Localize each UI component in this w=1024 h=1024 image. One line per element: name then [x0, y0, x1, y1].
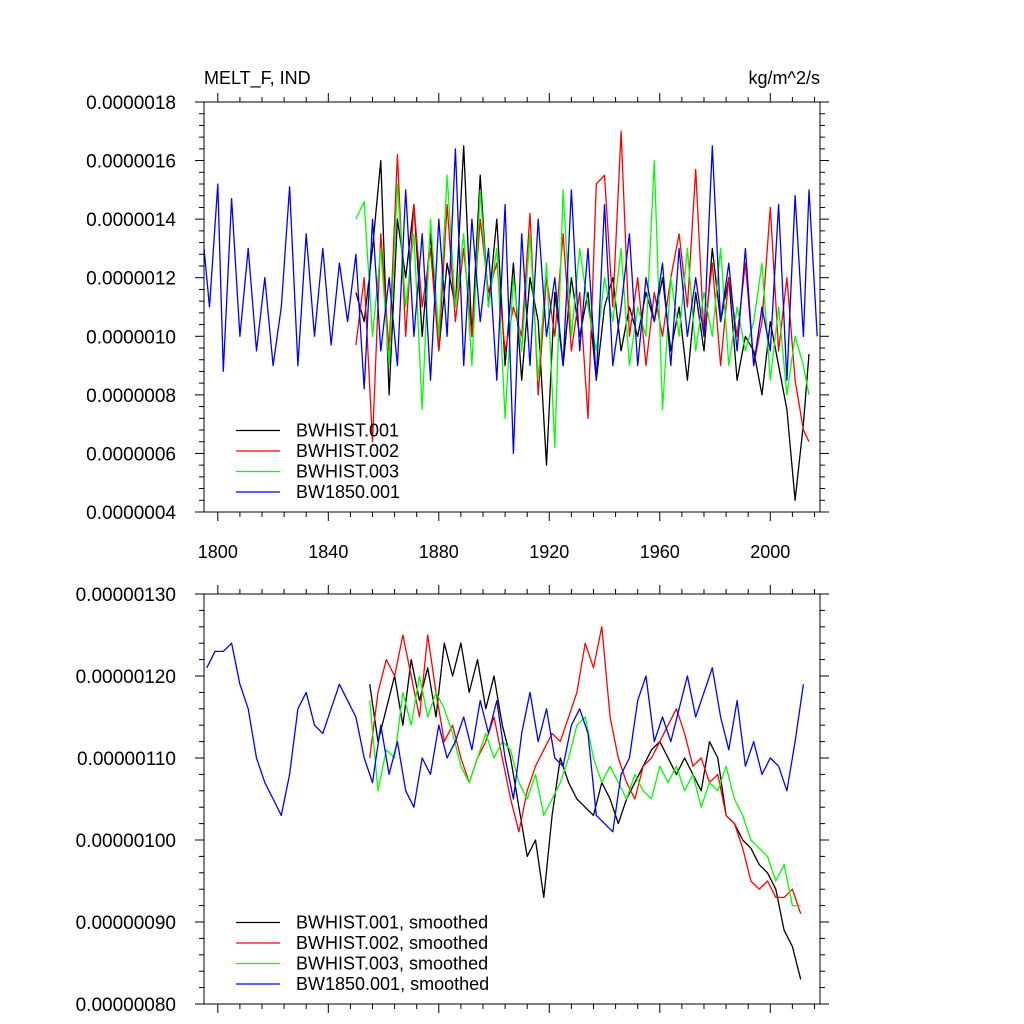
legend-label: BW1850.001: [296, 482, 400, 502]
panel-melt-flux-smoothed: 0.00000080 0.00000090 0.00000100 0.00000110…: [76, 585, 829, 1016]
y-tick-label: 0.00000110: [77, 749, 176, 770]
legend-label: BWHIST.003: [296, 462, 399, 482]
x-tick-label: 1800: [198, 542, 238, 562]
series-line-0-2: [355, 159, 810, 449]
y-tick-label: 0.0000014: [86, 210, 176, 231]
legend-label: BWHIST.001: [296, 421, 399, 441]
y-tick-label: 0.0000018: [86, 93, 176, 114]
legend-label: BWHIST.001, smoothed: [296, 913, 488, 933]
panel-melt-flux: MELT_F, IND kg/m^2/s 1800 1840 1880 1920 196…: [86, 68, 829, 562]
plot-frame: [203, 101, 821, 513]
series-line-1-3: [206, 642, 805, 833]
y-tick-label: 0.0000010: [86, 327, 176, 348]
series-line-1-1: [369, 626, 802, 915]
y-tick-label: 0.0000008: [86, 386, 176, 407]
y-tick-label: 0.00000090: [76, 913, 176, 934]
legend-label: BWHIST.002, smoothed: [296, 933, 488, 953]
legend-label: BWHIST.002: [296, 441, 399, 461]
plot-frame: [203, 593, 821, 1005]
series-line-0-3: [203, 145, 818, 455]
series-line-0-0: [355, 145, 810, 501]
legend-label: BW1850.001, smoothed: [296, 974, 489, 994]
y-tick-label: 0.0000012: [86, 269, 176, 290]
y-tick-label: 0.0000004: [86, 503, 176, 524]
x-tick-label: 1960: [640, 542, 680, 562]
panel-title-right: kg/m^2/s: [749, 68, 820, 88]
y-tick-label: 0.00000130: [76, 585, 176, 606]
x-tick-label: 1840: [308, 542, 348, 562]
y-tick-label: 0.00000100: [76, 831, 176, 852]
x-tick-label: 1920: [529, 542, 569, 562]
x-tick-label: 2000: [750, 542, 790, 562]
series-line-0-1: [355, 130, 810, 443]
panel-title-left: MELT_F, IND: [204, 68, 311, 89]
y-tick-label: 0.00000120: [76, 667, 176, 688]
series-line-1-2: [369, 675, 801, 907]
x-tick-label: 1880: [419, 542, 459, 562]
y-tick-label: 0.00000080: [76, 995, 176, 1016]
legend-label: BWHIST.003, smoothed: [296, 954, 488, 974]
y-tick-label: 0.0000016: [86, 152, 176, 173]
y-tick-label: 0.0000006: [86, 444, 176, 465]
